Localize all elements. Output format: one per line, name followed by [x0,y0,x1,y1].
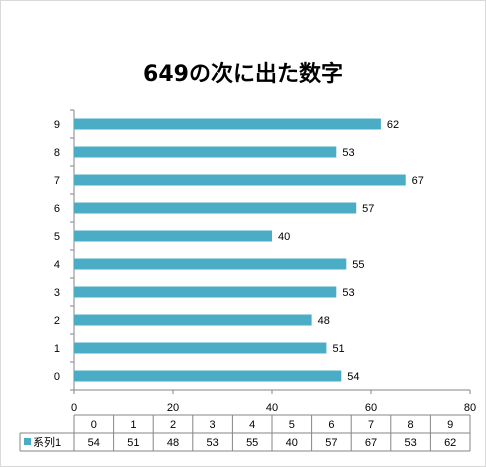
table-value-cell-1: 51 [127,437,139,449]
y-tick-label-6: 6 [54,203,60,215]
table-header-cell-0: 0 [91,419,97,431]
bar-2 [74,314,312,326]
y-tick-label-9: 9 [54,119,60,131]
bar-4 [74,258,347,270]
x-tick-label-0: 0 [71,402,77,414]
x-tick-label-40: 40 [266,402,278,414]
data-label-2: 48 [318,315,330,327]
bar-5 [74,230,272,242]
y-tick-label-1: 1 [54,343,60,355]
table-header-cell-9: 9 [447,419,453,431]
data-label-3: 53 [342,287,354,299]
table-header-cell-2: 2 [170,419,176,431]
chart-title: 649の次に出た数字 [143,62,343,87]
bar-9 [74,118,381,130]
table-value-cell-4: 55 [246,437,258,449]
bar-0 [74,370,342,382]
bar-7 [74,174,406,186]
y-tick-label-4: 4 [54,259,60,271]
table-header-cell-1: 1 [130,419,136,431]
data-label-8: 53 [342,147,354,159]
y-tick-label-8: 8 [54,147,60,159]
data-label-5: 40 [278,231,290,243]
x-tick-label-20: 20 [167,402,179,414]
table-header-cell-5: 5 [289,419,295,431]
table-value-cell-5: 40 [286,437,298,449]
bar-6 [74,202,357,214]
data-label-1: 51 [332,343,344,355]
data-label-7: 67 [412,175,424,187]
x-tick-label-80: 80 [464,402,476,414]
table-value-cell-7: 67 [365,437,377,449]
data-label-0: 54 [347,371,359,383]
table-value-cell-3: 53 [206,437,218,449]
x-tick-label-60: 60 [365,402,377,414]
data-label-9: 62 [387,119,399,131]
table-value-cell-2: 48 [167,437,179,449]
table-value-cell-9: 62 [444,437,456,449]
bar-1 [74,342,327,354]
y-tick-label-2: 2 [54,315,60,327]
table-header-cell-7: 7 [368,419,374,431]
table-value-cell-8: 53 [404,437,416,449]
table-header-cell-3: 3 [210,419,216,431]
y-tick-label-7: 7 [54,175,60,187]
table-header-cell-8: 8 [408,419,414,431]
bar-8 [74,146,337,158]
y-tick-label-0: 0 [54,371,60,383]
table-header-cell-6: 6 [328,419,334,431]
y-tick-label-5: 5 [54,231,60,243]
table-header-cell-4: 4 [249,419,255,431]
y-tick-label-3: 3 [54,287,60,299]
table-value-cell-6: 57 [325,437,337,449]
legend-series-name: 系列1 [33,435,61,449]
bar-3 [74,286,337,298]
legend-swatch [24,438,31,445]
table-value-cell-0: 54 [88,437,100,449]
data-label-4: 55 [352,259,364,271]
data-label-6: 57 [362,203,374,215]
